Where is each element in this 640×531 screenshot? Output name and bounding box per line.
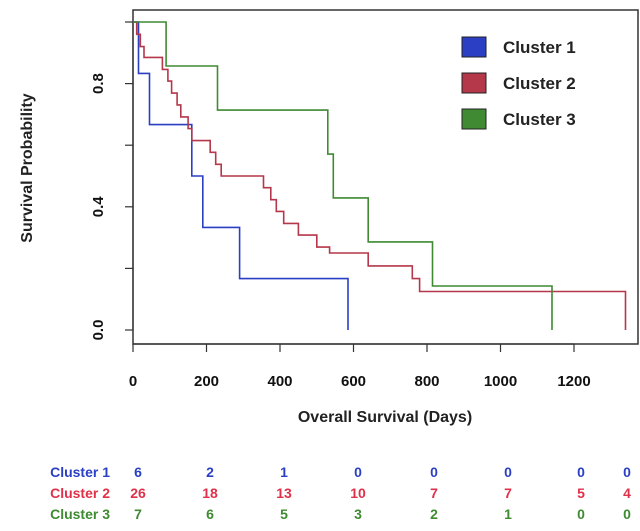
risk-count: 18 [202, 485, 218, 501]
y-tick-label: 0.0 [90, 320, 107, 341]
legend-label-1: Cluster 1 [503, 38, 576, 57]
plot-frame [132, 9, 639, 345]
x-tick-label: 1200 [557, 373, 590, 390]
legend-label-2: Cluster 2 [503, 74, 576, 93]
risk-count: 0 [623, 464, 631, 480]
risk-count: 2 [430, 506, 438, 522]
legend: Cluster 1 Cluster 2 Cluster 3 [461, 36, 576, 130]
y-axis-title: Survival Probability [19, 93, 36, 242]
legend-swatch-3 [461, 108, 487, 130]
risk-row-label: Cluster 3 [50, 506, 110, 522]
x-tick-label: 600 [341, 373, 366, 390]
risk-count: 4 [623, 485, 631, 501]
risk-row-label: Cluster 1 [50, 464, 110, 480]
risk-count: 6 [206, 506, 214, 522]
risk-count: 7 [504, 485, 512, 501]
x-tick-label: 0 [129, 373, 137, 390]
x-tick-label: 400 [267, 373, 292, 390]
risk-count: 6 [134, 464, 142, 480]
risk-count: 5 [577, 485, 585, 501]
risk-count: 7 [430, 485, 438, 501]
risk-count: 0 [430, 464, 438, 480]
risk-count: 0 [504, 464, 512, 480]
risk-count: 7 [134, 506, 142, 522]
risk-count: 0 [577, 464, 585, 480]
legend-swatch-1 [461, 36, 487, 58]
survival-curve-1 [133, 21, 349, 330]
x-axis: 0 200 400 600 800 1000 1200 [129, 343, 591, 390]
risk-count: 5 [280, 506, 288, 522]
risk-count: 0 [623, 506, 631, 522]
legend-swatch-2 [461, 72, 487, 94]
risk-count: 1 [504, 506, 512, 522]
x-tick-label: 200 [194, 373, 219, 390]
survival-curves [133, 21, 627, 330]
risk-count: 3 [354, 506, 362, 522]
survival-curve-2 [133, 21, 627, 330]
x-axis-title: Overall Survival (Days) [298, 409, 472, 426]
risk-count: 0 [577, 506, 585, 522]
y-axis: 0.0 0.4 0.8 [90, 21, 134, 341]
risk-count: 26 [130, 485, 146, 501]
x-tick-label: 800 [414, 373, 439, 390]
risk-count: 0 [354, 464, 362, 480]
survival-curve-3 [133, 21, 553, 330]
risk-count: 1 [280, 464, 288, 480]
risk-row-label: Cluster 2 [50, 485, 110, 501]
y-tick-label: 0.8 [90, 73, 107, 94]
risk-count: 10 [350, 485, 366, 501]
x-tick-label: 1000 [484, 373, 517, 390]
legend-label-3: Cluster 3 [503, 110, 576, 129]
y-tick-label: 0.4 [90, 196, 107, 218]
risk-count: 13 [276, 485, 292, 501]
risk-count: 2 [206, 464, 214, 480]
